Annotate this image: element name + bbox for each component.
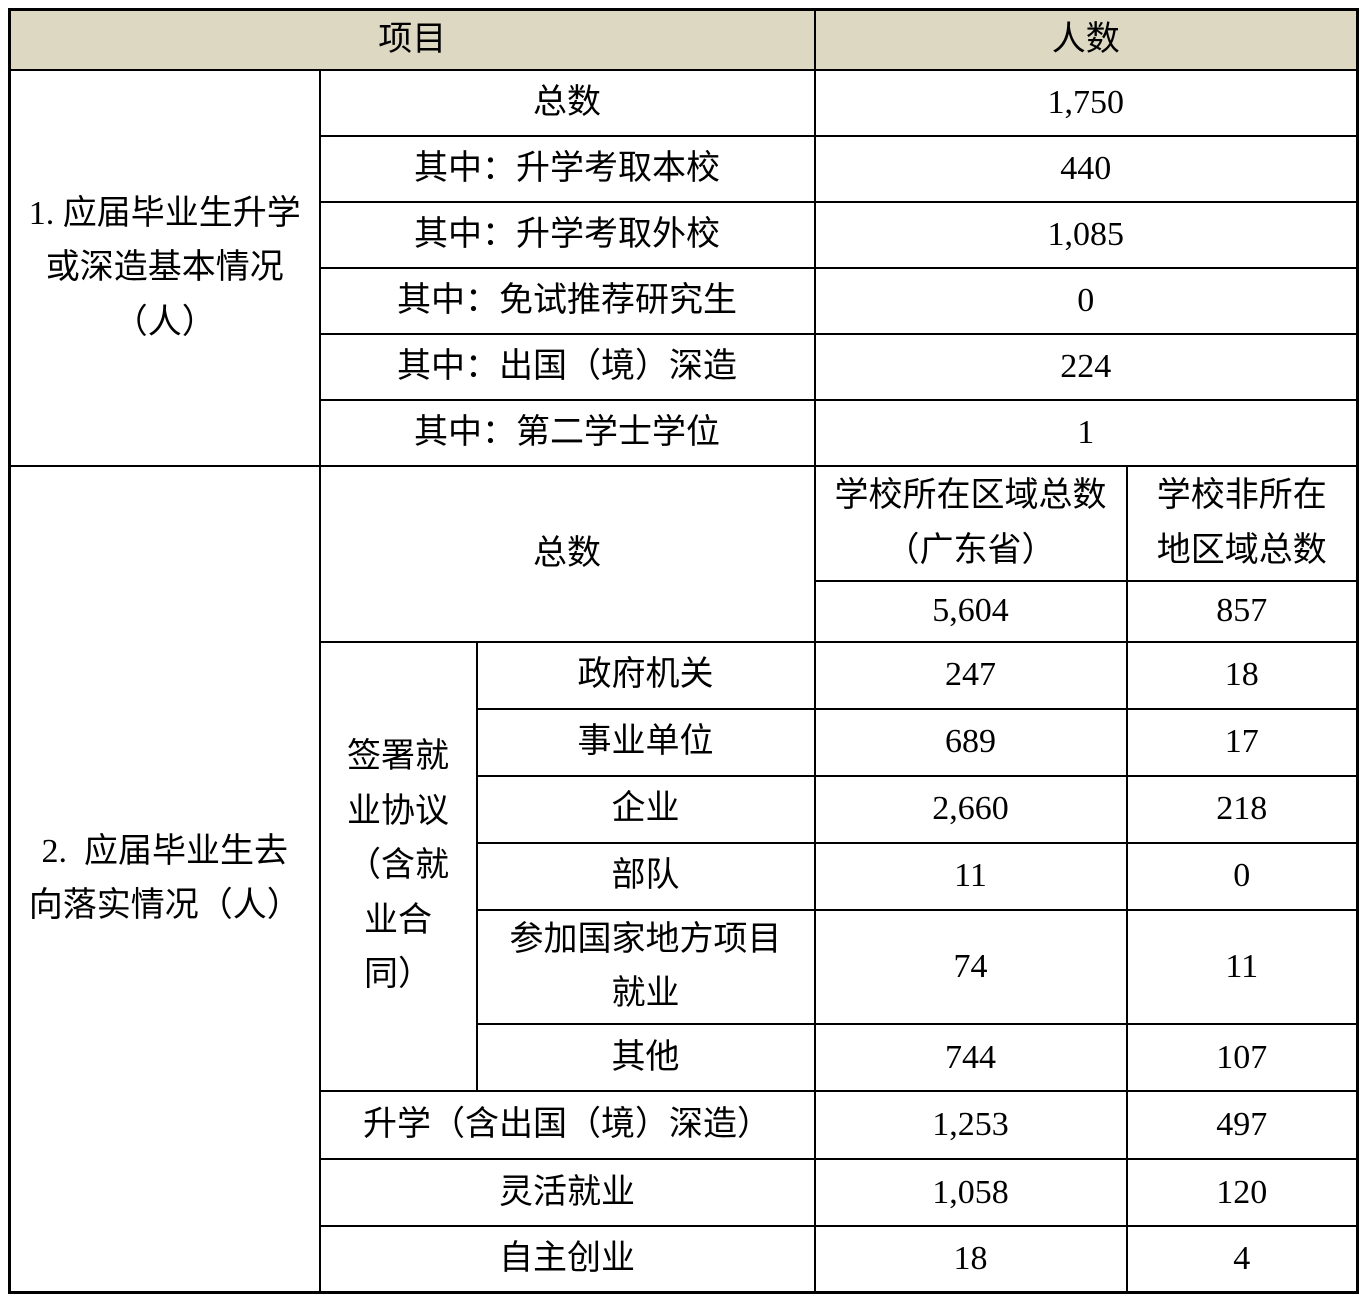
agreement-row-value-local: 11 [813,841,1128,911]
s2-bottom-row-value-local: 1,058 [813,1158,1128,1228]
s1-row-value: 440 [813,135,1359,204]
table-row: 参加国家地方项目 就业 74 11 [10,908,1359,1026]
table-row: 升学（含出国（境）深造） 1,253 497 [10,1090,1359,1161]
s2-bottom-row-label: 自主创业 [318,1225,816,1294]
agreement-row-label: 企业 [475,774,816,844]
s2-bottom-row-label: 升学（含出国（境）深造） [318,1090,816,1161]
agreement-row-label: 政府机关 [475,640,816,710]
s2-bottom-row-value-local: 1,253 [813,1090,1128,1161]
agreement-row-value-nonlocal: 107 [1125,1023,1359,1093]
table-row: 事业单位 689 17 [10,707,1359,777]
agreement-row-label: 事业单位 [475,707,816,777]
s1-row-value: 1 [813,399,1359,468]
s2-bottom-row-value-local: 18 [813,1225,1128,1294]
section2-label-cell: 2. 应届毕业生去 向落实情况（人） [8,465,321,1294]
agreement-row-value-nonlocal: 17 [1125,707,1359,777]
s2-region-header-local: 学校所在区域总数 （广东省） [813,465,1128,583]
agreement-row-value-local: 2,660 [813,774,1128,844]
s2-total-label-cell: 总数 [318,465,816,643]
s1-row-label: 其中：免试推荐研究生 [318,267,816,336]
header-cell-item: 项目 [8,8,816,72]
table-row: 签署就 业协议 （含就 业合 同） 政府机关 247 18 [10,640,1359,1093]
s2-total-value-local: 5,604 [813,580,1128,643]
header-cell-count: 人数 [813,8,1359,72]
s1-row-value: 0 [813,267,1359,336]
table-row: 2. 应届毕业生去 向落实情况（人） 总数 学校所在区域总数 （广东省） 学校非… [8,465,1359,1294]
table-header-row: 项目 人数 [8,8,1359,72]
s2-region-header-nonlocal: 学校非所在 地区域总数 [1125,465,1359,583]
s1-row-label: 其中：出国（境）深造 [318,333,816,402]
agreement-label-cell: 签署就 业协议 （含就 业合 同） [318,640,478,1093]
agreement-row-value-local: 74 [813,908,1128,1026]
table-row: 5,604 857 [10,580,1359,643]
agreement-row-label: 参加国家地方项目 就业 [475,908,816,1026]
s1-row-label: 其中：第二学士学位 [318,399,816,468]
s2-bottom-row-value-nonlocal: 497 [1125,1090,1359,1161]
agreement-row-label: 其他 [475,1023,816,1093]
s1-row-label: 其中：升学考取本校 [318,135,816,204]
s2-bottom-row-value-nonlocal: 120 [1125,1158,1359,1228]
section1-label-cell: 1. 应届毕业生升学 或深造基本情况 （人） [8,69,321,468]
s1-row-value: 1,750 [813,69,1359,138]
table-row: 部队 11 0 [10,841,1359,911]
employment-statistics-table: 项目 人数 1. 应届毕业生升学 或深造基本情况 （人） 总数 1,750 其中… [8,8,1360,1294]
table-row: 其他 744 107 [10,1023,1359,1093]
table-row: 其中：第二学士学位 1 [10,399,1359,468]
table-row: 其中：免试推荐研究生 0 [10,267,1359,336]
agreement-row-value-nonlocal: 11 [1125,908,1359,1026]
s2-bottom-row-label: 灵活就业 [318,1158,816,1228]
table-row: 企业 2,660 218 [10,774,1359,844]
table-row: 灵活就业 1,058 120 [10,1158,1359,1228]
agreement-row-value-local: 744 [813,1023,1128,1093]
agreement-row-value-local: 689 [813,707,1128,777]
table-row: 其中：升学考取本校 440 [10,135,1359,204]
table-row: 其中：升学考取外校 1,085 [10,201,1359,270]
s1-row-value: 224 [813,333,1359,402]
agreement-row-value-local: 247 [813,640,1128,710]
table-row: 其中：出国（境）深造 224 [10,333,1359,402]
s1-row-value: 1,085 [813,201,1359,270]
agreement-row-value-nonlocal: 18 [1125,640,1359,710]
agreement-row-value-nonlocal: 218 [1125,774,1359,844]
agreement-row-value-nonlocal: 0 [1125,841,1359,911]
s2-bottom-row-value-nonlocal: 4 [1125,1225,1359,1294]
table-row: 1. 应届毕业生升学 或深造基本情况 （人） 总数 1,750 [8,69,1359,468]
s2-total-value-nonlocal: 857 [1125,580,1359,643]
agreement-row-label: 部队 [475,841,816,911]
s1-row-label: 其中：升学考取外校 [318,201,816,270]
s1-row-label: 总数 [318,69,816,138]
